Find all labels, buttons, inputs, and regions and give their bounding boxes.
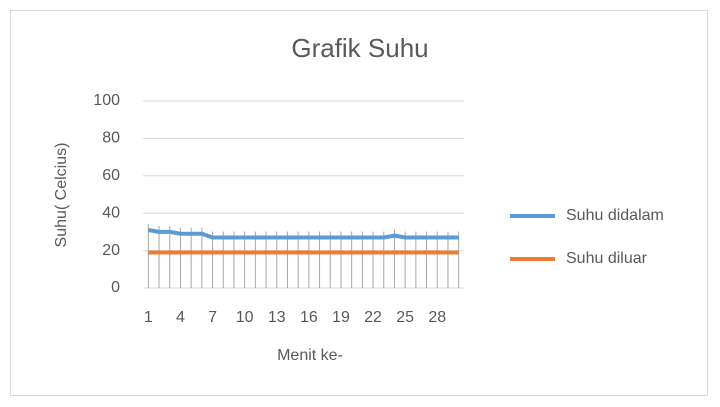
x-tick-label: 16 xyxy=(300,309,318,326)
y-tick-label: 20 xyxy=(102,242,120,259)
x-tick-label: 13 xyxy=(268,309,286,326)
legend-label: Suhu diluar xyxy=(566,250,648,267)
y-tick-label: 0 xyxy=(111,279,120,296)
legend-label: Suhu didalam xyxy=(566,207,664,224)
x-axis-label: Menit ke- xyxy=(277,347,343,364)
x-tick-label: 25 xyxy=(396,309,414,326)
chart-title: Grafik Suhu xyxy=(291,33,428,63)
x-tick-label: 4 xyxy=(176,309,185,326)
x-tick-label: 1 xyxy=(144,309,153,326)
y-axis-label: Suhu( Celcius) xyxy=(53,143,70,248)
x-tick-label: 22 xyxy=(364,309,382,326)
series-line xyxy=(148,228,459,240)
y-tick-label: 100 xyxy=(93,92,120,109)
x-tick-label: 7 xyxy=(208,309,217,326)
y-tick-label: 80 xyxy=(102,130,120,147)
chart-border xyxy=(10,10,708,396)
y-tick-label: 40 xyxy=(102,204,120,221)
x-tick-label: 19 xyxy=(332,309,350,326)
x-tick-label: 28 xyxy=(428,309,446,326)
y-tick-label: 60 xyxy=(102,167,120,184)
x-tick-label: 10 xyxy=(236,309,254,326)
